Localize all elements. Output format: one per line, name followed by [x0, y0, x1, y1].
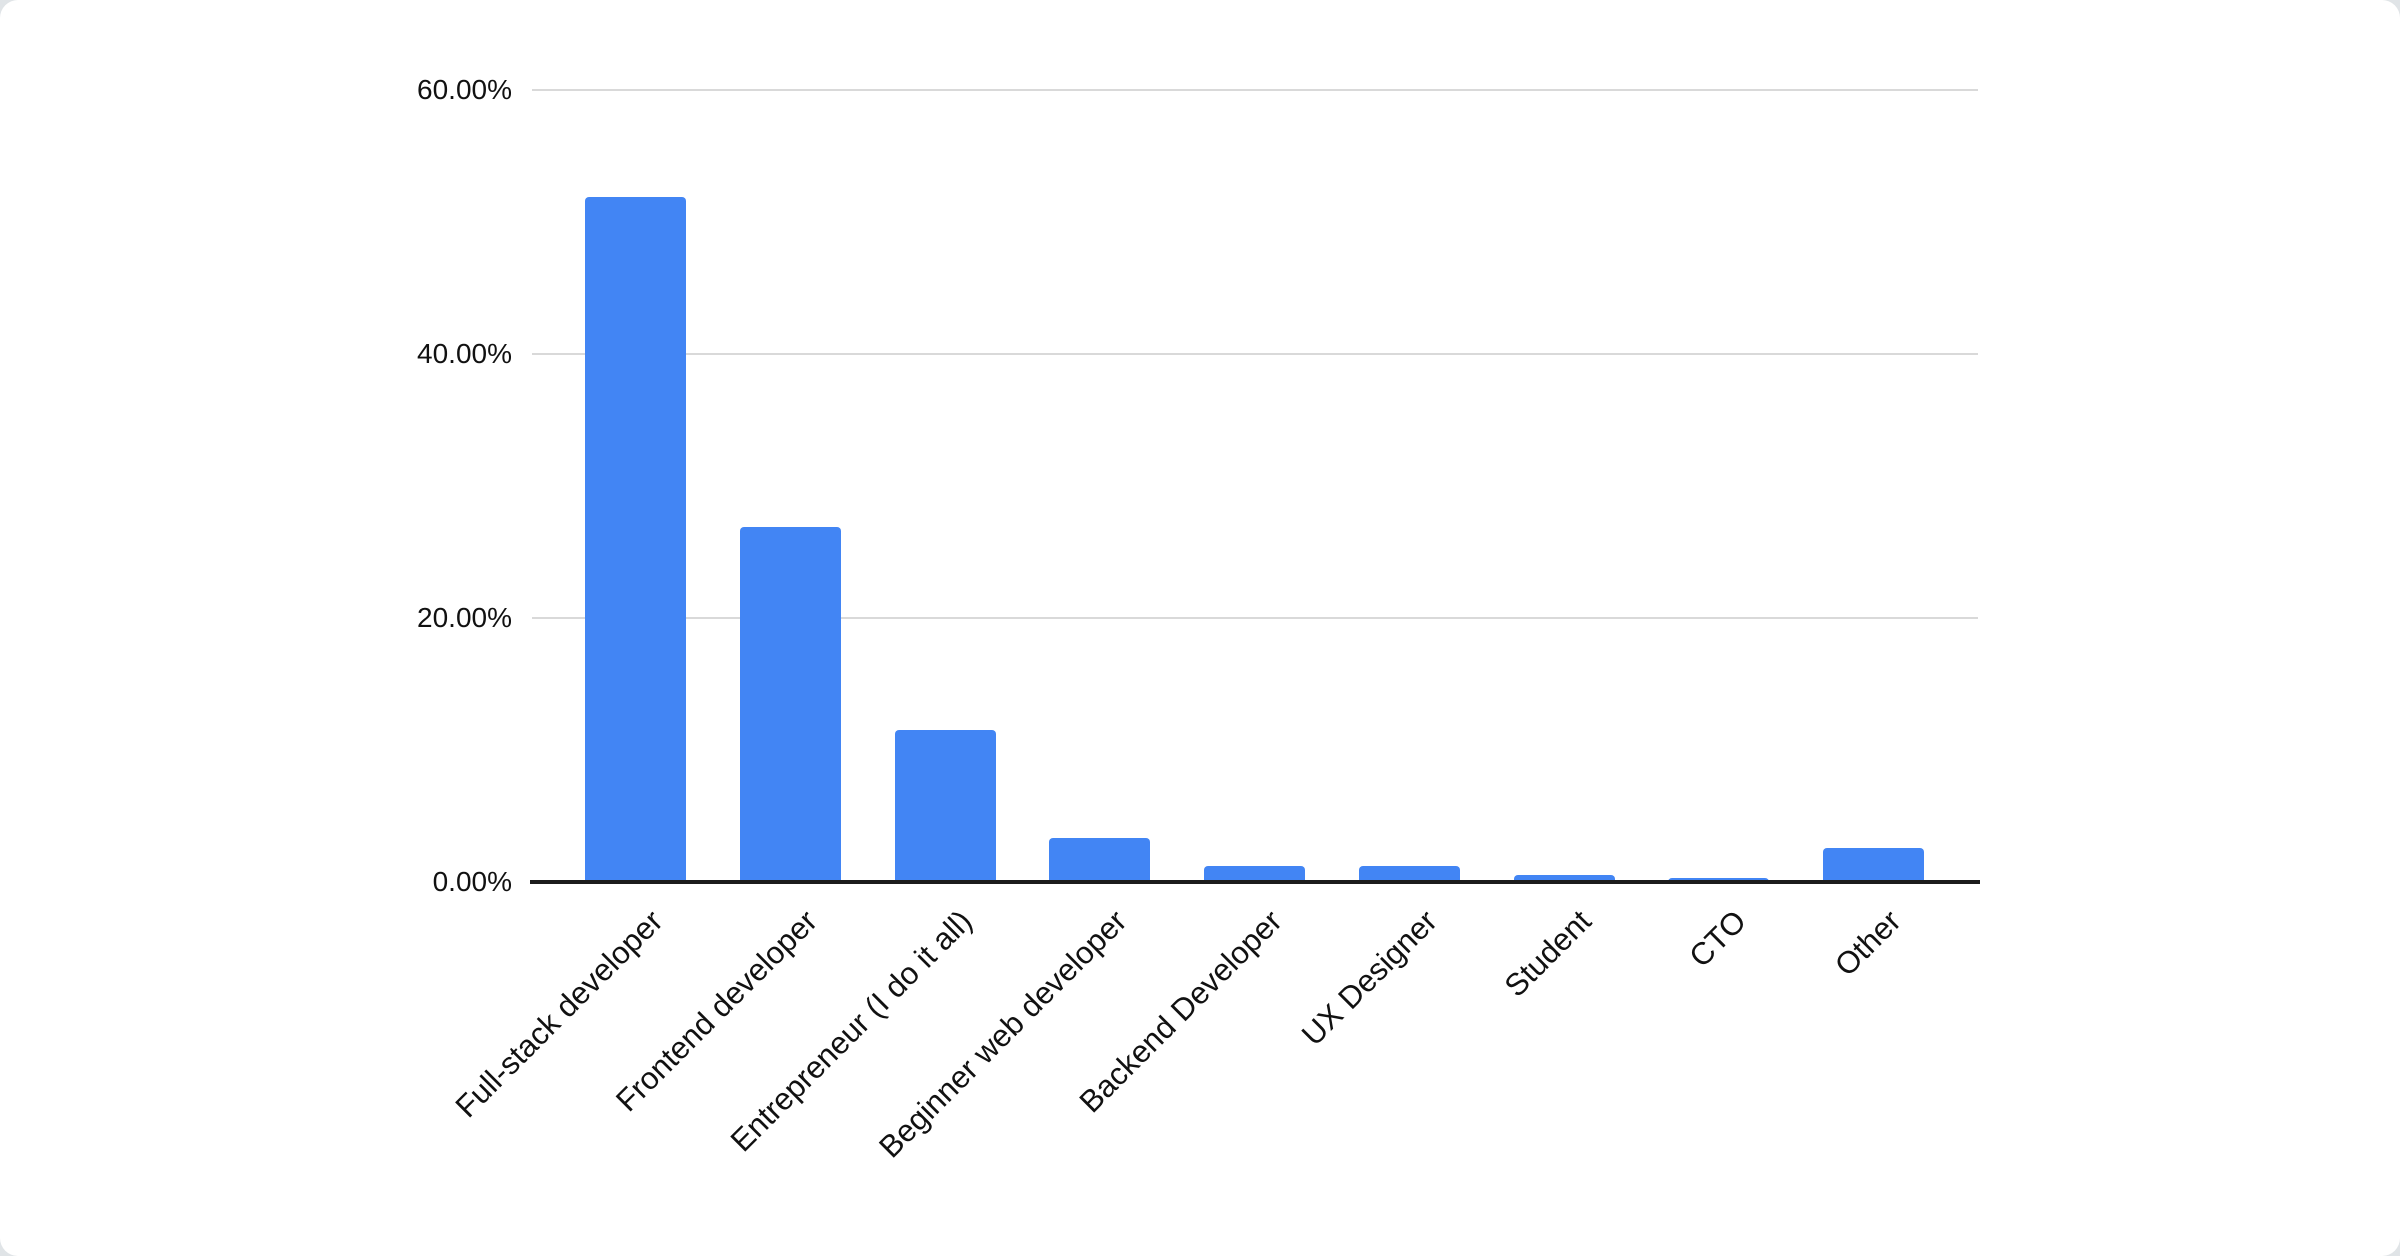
y-tick-label: 40.00%	[417, 338, 512, 369]
bar[interactable]	[1358, 866, 1460, 882]
bar[interactable]	[1204, 866, 1305, 882]
gridline	[532, 617, 1978, 619]
bar[interactable]	[739, 526, 841, 882]
x-category-label: UX Designer	[1294, 903, 1444, 1053]
x-category-label: Student	[1497, 903, 1599, 1004]
x-axis-line	[530, 880, 1980, 884]
bar[interactable]	[1513, 875, 1615, 882]
x-category-label: Other	[1827, 903, 1908, 983]
gridline	[532, 89, 1978, 91]
bar[interactable]	[894, 730, 996, 882]
gridline	[532, 353, 1978, 355]
bar[interactable]	[1049, 838, 1151, 882]
bar[interactable]	[1823, 847, 1924, 882]
bar[interactable]	[585, 196, 686, 882]
x-category-label: CTO	[1682, 903, 1753, 974]
y-tick-label: 60.00%	[417, 74, 512, 105]
x-axis-category-labels: Full-stack developer Frontend developer En…	[449, 884, 1978, 1256]
plot-area	[530, 89, 1980, 884]
y-tick-label: 20.00%	[417, 602, 512, 633]
y-tick-label: 0.00%	[432, 866, 512, 897]
